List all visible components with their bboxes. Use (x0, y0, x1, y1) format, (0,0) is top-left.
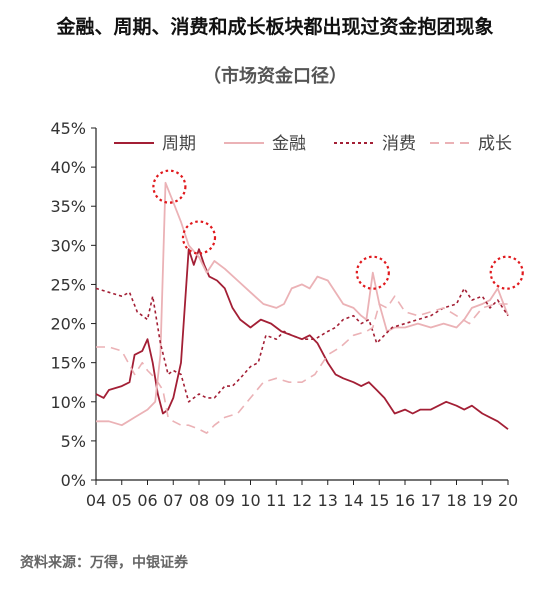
source-note: 资料来源：万得，中银证券 (20, 555, 188, 571)
chart-axes: 0% 5% 10% 15% 20% 25% 30% 35% 40% 45% 04 05 06 07 08 09… (50, 119, 518, 510)
highlight-circle (152, 169, 187, 204)
chart-legend: 周期 金融 消费 成长 (114, 134, 512, 154)
legend-label-消费: 消费 (382, 134, 416, 154)
legend-label-成长: 成长 (478, 134, 512, 154)
series-line-消费 (95, 287, 509, 403)
highlight-circle (355, 255, 390, 290)
x-tick-label: 05 (112, 491, 132, 510)
y-tick-label: 45% (50, 119, 86, 138)
x-tick-label: 12 (292, 491, 312, 510)
x-tick-label: 04 (86, 491, 106, 510)
x-tick-label: 18 (446, 491, 466, 510)
x-tick-label: 06 (137, 491, 157, 510)
legend-label-金融: 金融 (272, 134, 306, 154)
series-line-成长 (96, 295, 508, 434)
chart-subtitle: （市场资金口径） (203, 66, 347, 87)
y-tick-label: 15% (50, 354, 86, 373)
highlight-circle (489, 255, 524, 290)
series-line-周期 (95, 248, 509, 430)
chart-series (95, 181, 509, 434)
y-tick-label: 20% (50, 315, 86, 334)
y-tick-label: 25% (50, 275, 86, 294)
highlight-circle (181, 220, 217, 255)
y-tick-label: 40% (50, 158, 86, 177)
x-tick-label: 15 (369, 491, 389, 510)
x-tick-label: 11 (266, 491, 286, 510)
y-tick-label: 30% (50, 236, 86, 255)
chart-title: 金融、周期、消费和成长板块都出现过资金抱团现象 (56, 16, 494, 38)
y-tick-label: 0% (61, 471, 86, 490)
x-tick-label: 14 (343, 491, 363, 510)
x-tick-label: 16 (395, 491, 415, 510)
y-tick-label: 5% (61, 432, 86, 451)
x-tick-label: 08 (189, 491, 209, 510)
x-tick-label: 10 (240, 491, 260, 510)
x-tick-label: 17 (421, 491, 441, 510)
x-tick-label: 13 (318, 491, 338, 510)
legend-label-周期: 周期 (162, 134, 196, 154)
x-tick-label: 07 (163, 491, 183, 510)
highlight-markers (152, 169, 524, 290)
y-tick-label: 35% (50, 197, 86, 216)
x-tick-label: 20 (498, 491, 518, 510)
x-tick-label: 09 (215, 491, 235, 510)
x-tick-label: 19 (472, 491, 492, 510)
series-line-金融 (96, 181, 509, 427)
y-tick-label: 10% (50, 393, 86, 412)
